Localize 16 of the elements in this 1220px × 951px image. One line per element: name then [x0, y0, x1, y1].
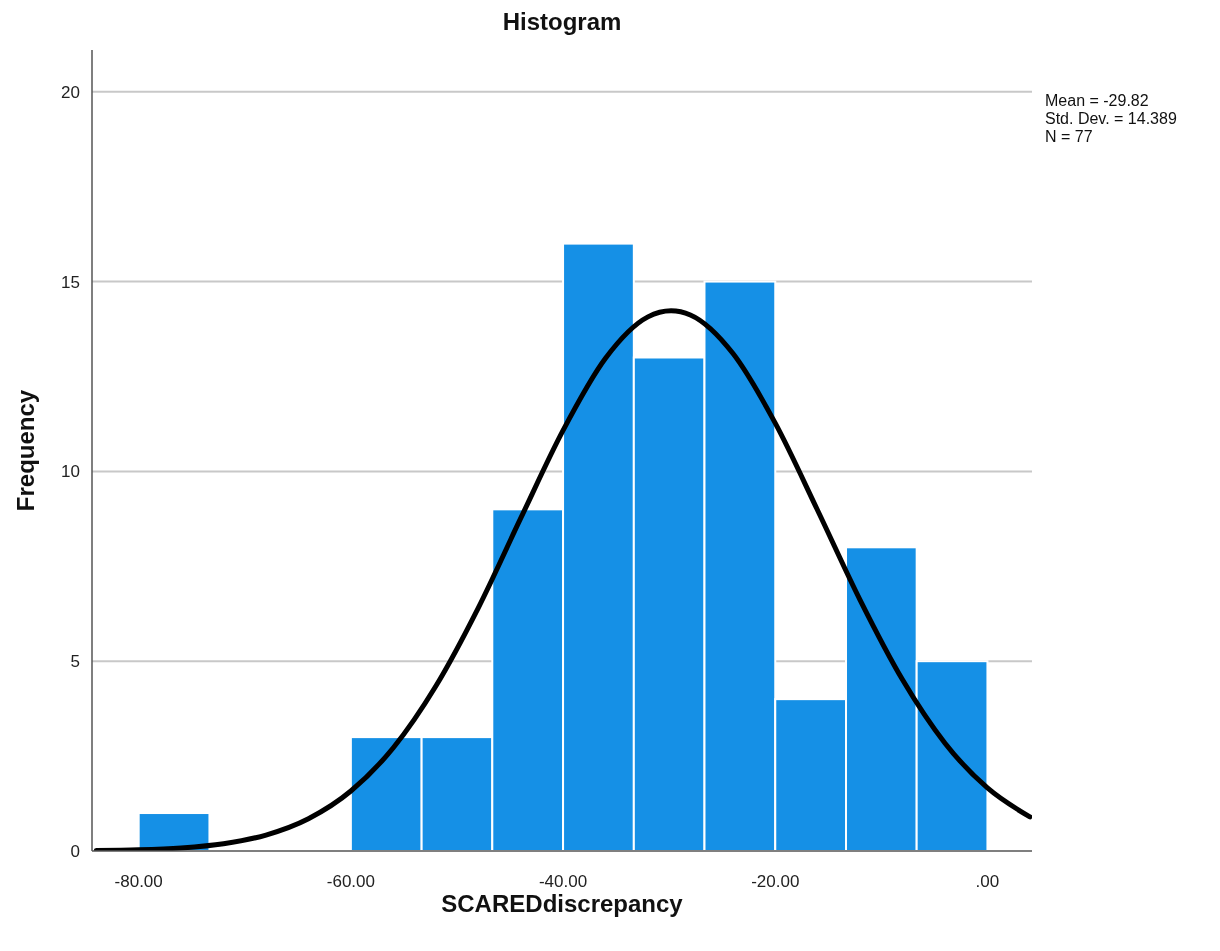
- y-tick-label: 15: [61, 272, 80, 292]
- x-tick-label: -80.00: [114, 871, 163, 891]
- x-tick-label: -60.00: [326, 871, 375, 891]
- text: Std. Dev. = 14.389: [1045, 110, 1177, 127]
- x-tick-label: .00: [975, 871, 1000, 891]
- y-tick-label: 0: [70, 841, 80, 861]
- x-tick-label: -20.00: [751, 871, 800, 891]
- chart-title: Histogram: [502, 8, 622, 35]
- text: Mean = -29.82: [1045, 92, 1149, 109]
- y-axis-title: Frequency: [12, 389, 39, 512]
- y-tick-label: 10: [61, 462, 80, 482]
- y-tick-label: 5: [70, 652, 80, 672]
- x-axis-title: SCAREDdiscrepancy: [441, 890, 684, 917]
- y-tick-label: 20: [61, 82, 80, 102]
- x-tick-label: -40.00: [538, 871, 588, 891]
- text: N = 77: [1045, 128, 1093, 145]
